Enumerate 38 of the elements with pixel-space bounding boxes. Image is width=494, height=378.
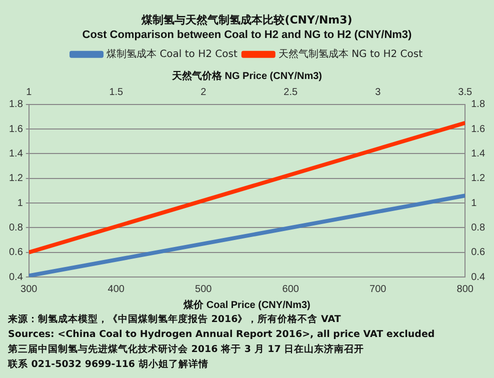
- y2-tick-label: 1.8: [471, 99, 486, 110]
- x-tick-label: 800: [456, 284, 474, 295]
- text: 联系 021-5032 9699-116 胡小姐了解详情: [8, 358, 210, 372]
- x-axis-title: 煤价 Coal Price (CNY/Nm3): [182, 298, 310, 311]
- text: 第三届中国制氢与先进煤气化技术研讨会 2016 将于 3 月 17 日在山东济南召开: [8, 342, 366, 357]
- y2-tick-label: 0.8: [471, 222, 486, 234]
- x2-tick-label: 1.5: [109, 87, 124, 98]
- y-tick-label: 1.6: [8, 124, 24, 135]
- y2-tick-label: 1.6: [471, 124, 486, 135]
- chart-subtitle: Cost Comparison between Coal to H2 and NG to H2 (CNY/Nm3): [82, 28, 412, 41]
- x-tick-label: 400: [108, 284, 125, 295]
- y2-tick-label: 1.4: [471, 148, 486, 160]
- x-tick-label: 500: [195, 284, 212, 295]
- legend-label: 煤制氢成本 Coal to H2 Cost: [106, 48, 238, 60]
- y-tick-label: 1.8: [8, 99, 24, 110]
- y-tick-label: 1.4: [8, 148, 24, 160]
- x2-tick-label: 1: [26, 87, 32, 98]
- y2-tick-label: 1.2: [471, 173, 486, 184]
- x-tick-label: 600: [282, 284, 300, 295]
- y2-tick-label: 0.4: [471, 272, 486, 283]
- x2-tick-label: 2: [200, 87, 207, 98]
- legend-label: 天然气制氢成本 NG to H2 Cost: [278, 48, 423, 60]
- y2-tick-label: 1: [471, 198, 478, 209]
- y-tick-label: 0.4: [8, 272, 24, 283]
- x2-tick-label: 3: [375, 87, 382, 98]
- x2-tick-label: 3.5: [458, 87, 472, 98]
- source-note: Sources: <China Coal to Hydrogen Annual Report 2016>, all price VAT excluded: [8, 328, 436, 342]
- x2-tick-label: 2.5: [284, 87, 298, 98]
- y-tick-label: 1: [17, 198, 24, 209]
- y-tick-label: 0.8: [8, 222, 24, 234]
- source-note: 来源：制氢成本模型，《中国煤制氢年度报告 2016》，所有价格不含 VAT: [8, 312, 342, 327]
- x-tick-label: 700: [370, 284, 387, 295]
- y-tick-label: 0.6: [8, 247, 24, 258]
- x-tick-label: 300: [20, 284, 38, 295]
- chart-title: 煤制氢与天然气制氢成本比较(CNY/Nm3): [140, 13, 352, 26]
- y-tick-label: 1.2: [8, 173, 24, 184]
- y2-tick-label: 0.6: [471, 247, 486, 258]
- x2-axis-title: 天然气价格 NG Price (CNY/Nm3): [170, 70, 322, 82]
